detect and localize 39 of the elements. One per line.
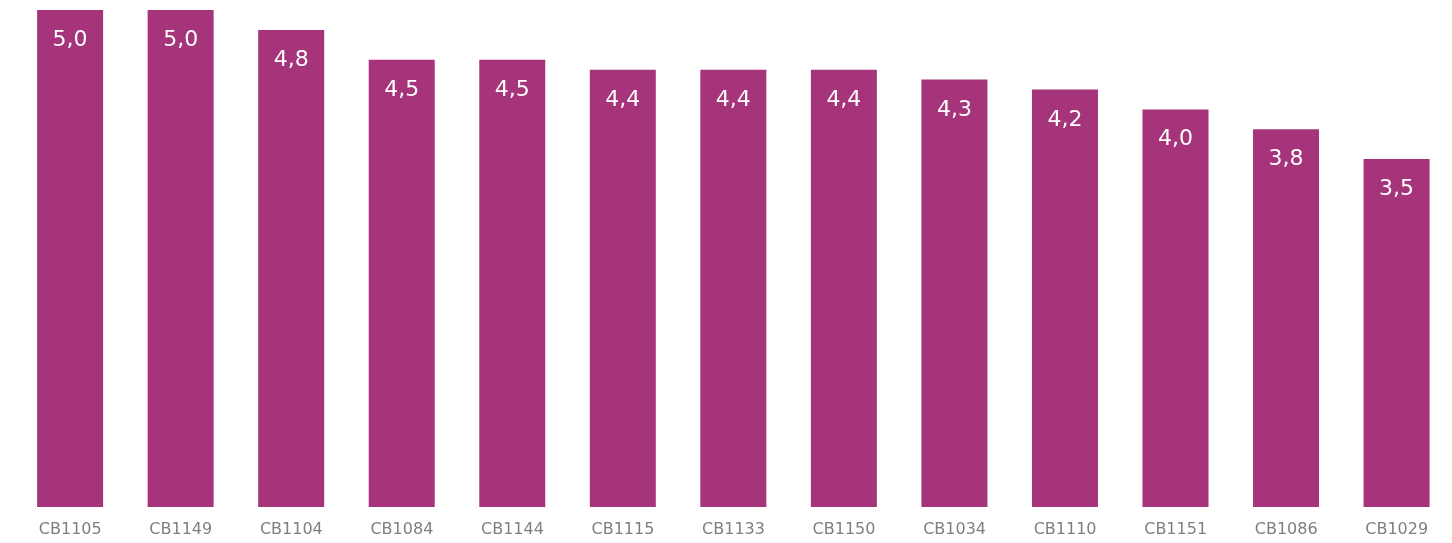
bar: [37, 10, 104, 507]
data-label: 5,0: [52, 26, 88, 51]
data-label: 4,3: [936, 95, 972, 121]
x-tick-label: CB1110: [1033, 519, 1097, 539]
x-tick-label: CB1149: [149, 519, 213, 539]
data-label: 4,4: [715, 85, 751, 111]
bar: [147, 10, 214, 507]
data-label: 4,8: [273, 45, 309, 71]
bar: [1253, 129, 1320, 507]
data-label: 3,8: [1268, 145, 1304, 171]
x-tick-label: CB1104: [259, 519, 323, 539]
data-label: 3,5: [1379, 175, 1415, 201]
x-tick-label: CB1086: [1254, 519, 1318, 539]
bar: [1363, 159, 1430, 507]
bar: [479, 59, 546, 507]
bar: [258, 29, 325, 507]
data-label: 4,5: [384, 75, 420, 101]
data-label: 5,0: [163, 26, 199, 51]
data-label: 4,4: [826, 85, 862, 111]
x-tick-label: CB1084: [370, 519, 434, 539]
x-tick-label: CB1029: [1365, 519, 1429, 539]
x-tick-label: CB1151: [1144, 519, 1208, 539]
x-tick-label: CB1105: [38, 519, 102, 539]
bar: [921, 79, 988, 507]
data-label: 4,5: [494, 75, 530, 101]
bar: [368, 59, 435, 507]
x-tick-label: CB1034: [923, 519, 987, 539]
bar: [810, 69, 877, 507]
bar: [1142, 109, 1209, 507]
bar: [700, 69, 767, 507]
data-label: 4,0: [1157, 125, 1193, 151]
data-label: 4,4: [605, 85, 641, 111]
x-tick-label: CB1144: [480, 519, 544, 539]
x-tick-label: CB1115: [591, 519, 655, 539]
data-label: 4,2: [1047, 105, 1083, 131]
x-tick-label: CB1133: [702, 519, 765, 539]
bar: [589, 69, 656, 507]
x-tick-label: CB1150: [812, 519, 876, 539]
bar: [1031, 89, 1098, 507]
